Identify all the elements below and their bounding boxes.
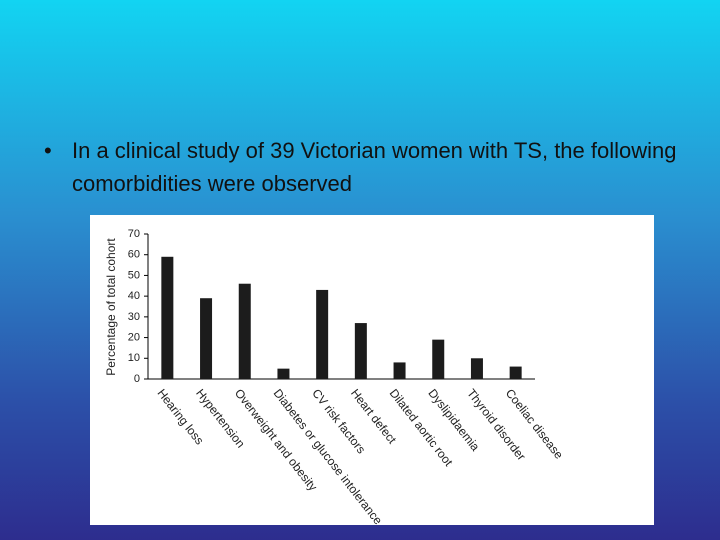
chart: Percentage of total cohort 0 10 20 30 40 50 60…	[90, 215, 654, 525]
bar	[509, 366, 522, 379]
bar	[470, 358, 483, 379]
bullet-item: • In a clinical study of 39 Victorian wo…	[44, 134, 694, 200]
y-tick-label: 60	[128, 249, 140, 261]
bar	[354, 323, 367, 379]
y-tick-label: 40	[128, 290, 140, 302]
y-tick-label: 0	[134, 373, 140, 385]
chart-background	[90, 215, 654, 525]
bar	[238, 283, 251, 379]
y-tick-label: 50	[128, 269, 140, 281]
y-tick-label: 20	[128, 331, 140, 343]
bar	[432, 339, 445, 379]
bar	[200, 298, 213, 379]
bar	[161, 256, 174, 379]
y-tick-label: 30	[128, 311, 140, 323]
bullet-dot: •	[44, 138, 52, 163]
bar	[277, 368, 290, 379]
y-axis-label: Percentage of total cohort	[104, 238, 118, 376]
y-tick-label: 70	[128, 228, 140, 240]
y-tick-label: 10	[128, 352, 140, 364]
bar	[316, 289, 329, 379]
bullet-text: In a clinical study of 39 Victorian wome…	[72, 138, 677, 196]
bar	[393, 362, 406, 379]
